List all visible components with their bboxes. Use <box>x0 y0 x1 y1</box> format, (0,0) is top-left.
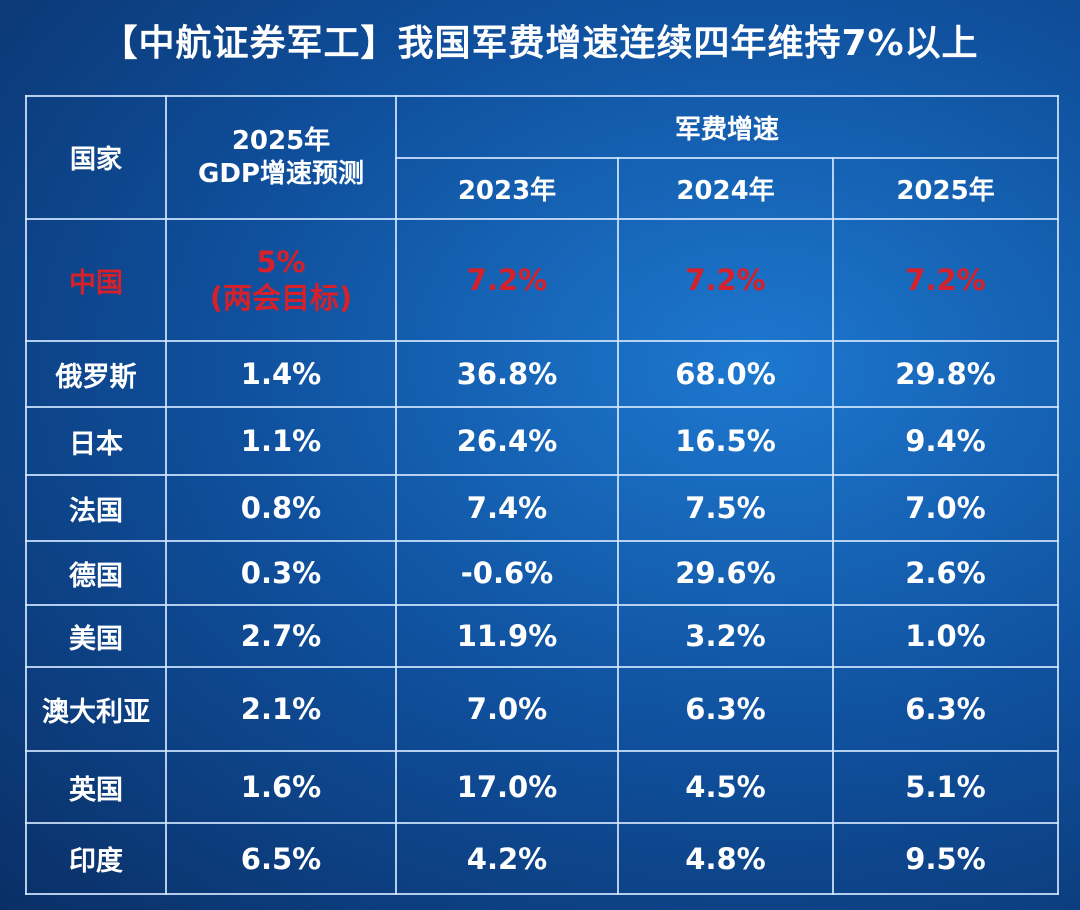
header-row: 2023年 2024年 2025年 <box>26 157 1060 220</box>
data-table: 国家 2025年 GDP增速预测 军费增速 2023年 2024年 2025年 中国 5% (两会… <box>25 95 1060 895</box>
table-cell: 7.2% <box>831 218 1060 342</box>
table-cell: 2.1% <box>165 666 397 752</box>
table-cell: 6.3% <box>617 666 834 752</box>
table-cell: 6.5% <box>165 822 397 895</box>
header-cell: 2023年 <box>395 157 619 220</box>
table-cell: -0.6% <box>395 540 619 606</box>
table-cell: 7.0% <box>831 474 1060 542</box>
table-cell: 俄罗斯 <box>25 340 167 408</box>
table-cell: 2.6% <box>831 540 1060 606</box>
table-row: 澳大利亚 2.1% 7.0% 6.3% 6.3% <box>25 666 1060 752</box>
table-cell: 德国 <box>25 540 167 606</box>
table-cell: 1.6% <box>165 750 397 824</box>
header-cell: 2025年 GDP增速预测 <box>165 95 397 220</box>
cell-line: GDP增速预测 <box>198 158 364 189</box>
table-cell: 6.3% <box>831 666 1060 752</box>
header-row: 国家 2025年 GDP增速预测 军费增速 <box>25 95 1060 220</box>
table-cell: 1.0% <box>831 604 1060 668</box>
table-cell: 11.9% <box>395 604 619 668</box>
table-cell: 英国 <box>25 750 167 824</box>
table-cell: 7.0% <box>395 666 619 752</box>
title: 【中航证券军工】我国军费增速连续四年维持7%以上 <box>101 23 979 64</box>
table-row: 印度 6.5% 4.2% 4.8% 9.5% <box>25 822 1060 895</box>
table-cell: 5.1% <box>831 750 1060 824</box>
table-cell: 1.4% <box>165 340 397 408</box>
table-cell: 36.8% <box>395 340 619 408</box>
table-cell: 2.7% <box>165 604 397 668</box>
table-cell: 0.3% <box>165 540 397 606</box>
header-cell: 2025年 <box>831 157 1060 220</box>
table-cell: 7.4% <box>395 474 619 542</box>
table-cell: 9.4% <box>831 406 1060 476</box>
table-cell: 7.2% <box>395 218 619 342</box>
table-cell: 17.0% <box>395 750 619 824</box>
table-cell: 日本 <box>25 406 167 476</box>
table-cell: 4.2% <box>395 822 619 895</box>
table-row: 日本 1.1% 26.4% 16.5% 9.4% <box>25 406 1060 476</box>
cell-line: 5% <box>256 244 306 279</box>
table-cell: 29.6% <box>617 540 834 606</box>
table-cell: 0.8% <box>165 474 397 542</box>
table-cell: 1.1% <box>165 406 397 476</box>
table-cell: 9.5% <box>831 822 1060 895</box>
table-cell: 7.5% <box>617 474 834 542</box>
table-cell: 中国 <box>25 218 167 342</box>
table-cell: 26.4% <box>395 406 619 476</box>
table-cell: 3.2% <box>617 604 834 668</box>
header-cell: 国家 <box>25 95 167 220</box>
cell-line: 2025年 <box>231 126 331 156</box>
table-row: 中国 5% (两会目标) 7.2% 7.2% 7.2% <box>25 218 1060 342</box>
table-cell: 美国 <box>25 604 167 668</box>
table-cell: 7.2% <box>617 218 834 342</box>
header-cell: 军费增速 <box>394 95 1060 159</box>
table-cell: 4.5% <box>617 750 834 824</box>
table-cell: 16.5% <box>617 406 834 476</box>
table-cell: 印度 <box>25 822 167 895</box>
table-cell: 5% (两会目标) <box>165 218 397 342</box>
table-row: 俄罗斯 1.4% 36.8% 68.0% 29.8% <box>25 340 1060 408</box>
table-cell: 68.0% <box>617 340 834 408</box>
table-row: 法国 0.8% 7.4% 7.5% 7.0% <box>25 474 1060 542</box>
table-row: 美国 2.7% 11.9% 3.2% 1.0% <box>25 604 1060 668</box>
table-cell: 4.8% <box>617 822 834 895</box>
table-cell: 澳大利亚 <box>25 666 167 752</box>
table-row: 英国 1.6% 17.0% 4.5% 5.1% <box>25 750 1060 824</box>
header-cell: 2024年 <box>617 157 834 220</box>
table-cell: 法国 <box>25 474 167 542</box>
cell-line: (两会目标) <box>209 281 353 315</box>
table-cell: 29.8% <box>831 340 1060 408</box>
table-row: 德国 0.3% -0.6% 29.6% 2.6% <box>25 540 1060 606</box>
